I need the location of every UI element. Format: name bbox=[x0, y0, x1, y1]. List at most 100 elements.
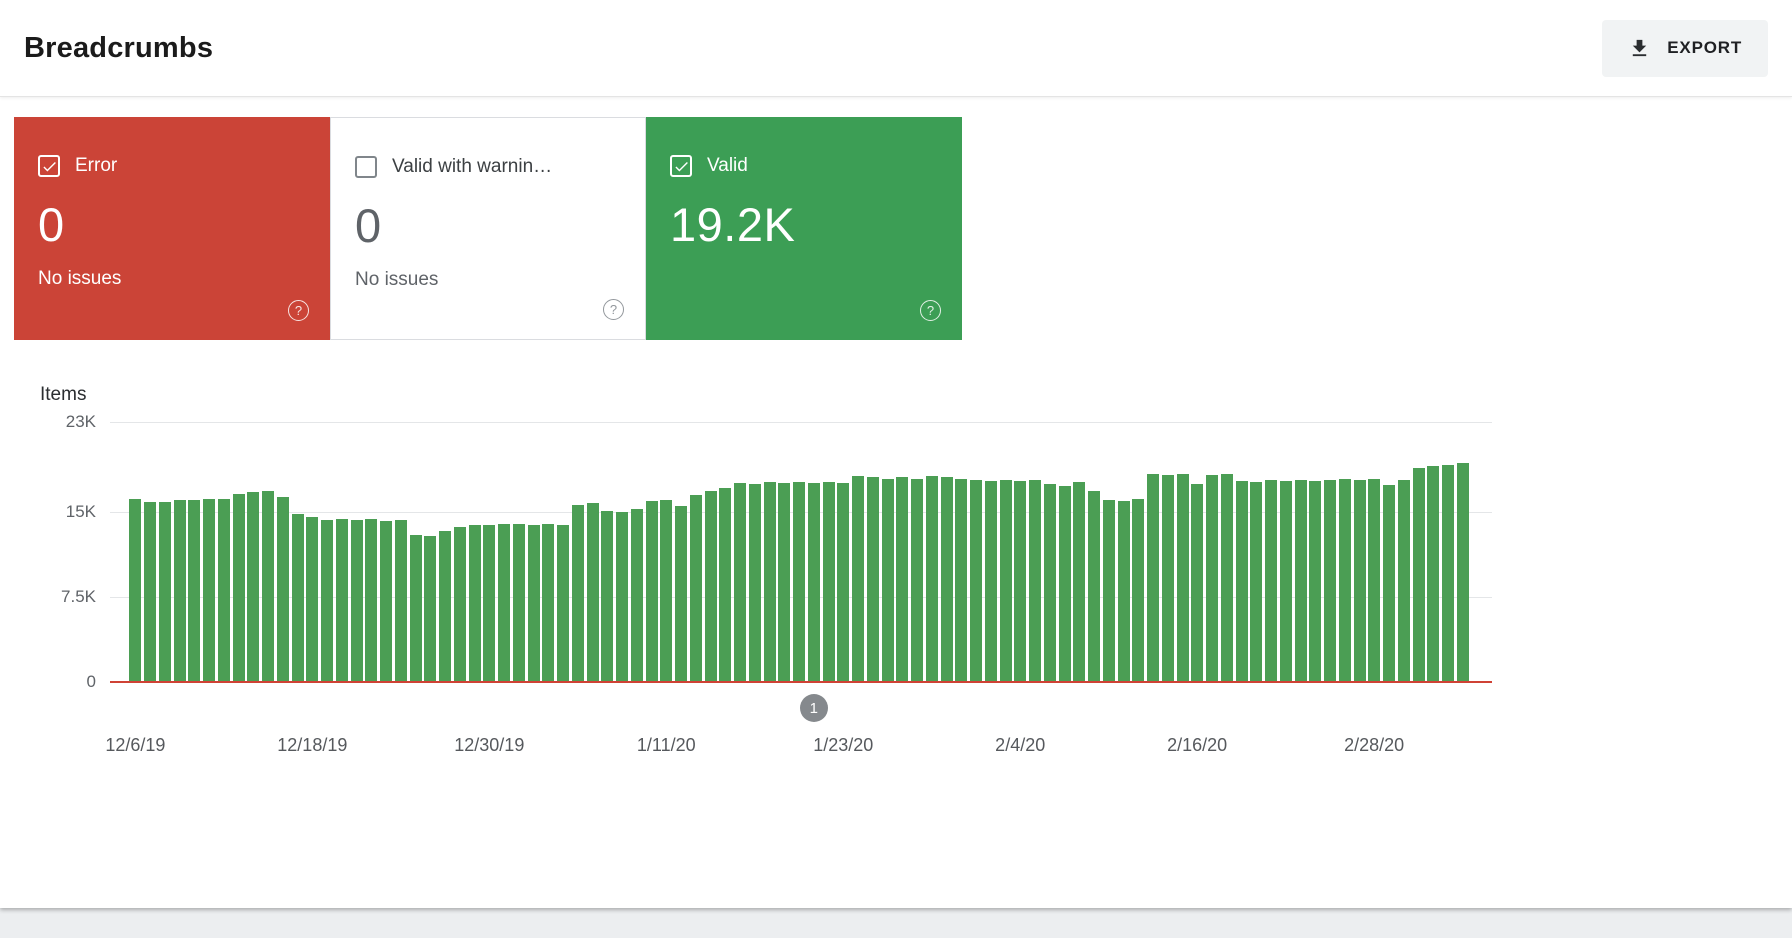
warnings-checkbox-unchecked-icon[interactable] bbox=[355, 156, 377, 178]
chart-bar[interactable] bbox=[1442, 464, 1455, 682]
chart-bar[interactable] bbox=[468, 524, 481, 682]
chart-bar[interactable] bbox=[276, 496, 289, 682]
chart-bar[interactable] bbox=[1191, 484, 1204, 682]
chart-bar[interactable] bbox=[424, 536, 437, 682]
export-button[interactable]: EXPORT bbox=[1602, 19, 1768, 77]
chart-bar[interactable] bbox=[999, 479, 1012, 682]
chart-bar[interactable] bbox=[1073, 481, 1086, 682]
valid-with-warnings-card[interactable]: Valid with warnin… 0 No issues ? bbox=[330, 117, 646, 340]
chart-bar[interactable] bbox=[1250, 481, 1263, 682]
chart-bar[interactable] bbox=[807, 483, 820, 682]
chart-bar[interactable] bbox=[763, 481, 776, 682]
chart-bar[interactable] bbox=[1397, 479, 1410, 682]
chart-bar[interactable] bbox=[689, 495, 702, 682]
error-checkbox-checked-icon[interactable] bbox=[38, 155, 60, 177]
chart-bar[interactable] bbox=[1383, 485, 1396, 682]
chart-bar[interactable] bbox=[911, 478, 924, 682]
chart-bar[interactable] bbox=[1368, 478, 1381, 682]
chart-bar[interactable] bbox=[247, 492, 260, 682]
chart-bar[interactable] bbox=[586, 503, 599, 682]
chart-bar[interactable] bbox=[453, 527, 466, 682]
chart-bar[interactable] bbox=[306, 516, 319, 682]
chart-bar[interactable] bbox=[394, 520, 407, 682]
chart-bar[interactable] bbox=[984, 480, 997, 682]
chart-bar[interactable] bbox=[542, 523, 555, 682]
chart-bar[interactable] bbox=[675, 505, 688, 682]
chart-bar[interactable] bbox=[1206, 475, 1219, 682]
chart-bar[interactable] bbox=[1088, 490, 1101, 682]
help-icon[interactable]: ? bbox=[603, 299, 624, 320]
chart-bar[interactable] bbox=[955, 478, 968, 682]
chart-bar[interactable] bbox=[866, 477, 879, 682]
chart-bar[interactable] bbox=[896, 477, 909, 682]
valid-checkbox-checked-icon[interactable] bbox=[670, 155, 692, 177]
chart-bar[interactable] bbox=[144, 502, 157, 682]
chart-bar[interactable] bbox=[1265, 479, 1278, 682]
chart-bar[interactable] bbox=[203, 498, 216, 682]
chart-bar[interactable] bbox=[350, 520, 363, 682]
chart-bar[interactable] bbox=[1161, 475, 1174, 682]
chart-bar[interactable] bbox=[630, 509, 643, 682]
chart-bar[interactable] bbox=[660, 500, 673, 682]
chart-bar[interactable] bbox=[1427, 466, 1440, 682]
chart-bar[interactable] bbox=[837, 483, 850, 682]
chart-bar[interactable] bbox=[335, 519, 348, 682]
chart-bar[interactable] bbox=[852, 476, 865, 682]
chart-bar[interactable] bbox=[1043, 484, 1056, 682]
chart-bar[interactable] bbox=[188, 500, 201, 682]
chart-bar[interactable] bbox=[719, 487, 732, 682]
chart-bar[interactable] bbox=[1279, 480, 1292, 682]
chart-bar[interactable] bbox=[1220, 474, 1233, 682]
annotation-marker[interactable]: 1 bbox=[799, 694, 828, 722]
chart-bar[interactable] bbox=[1412, 468, 1425, 682]
chart-bar[interactable] bbox=[1338, 478, 1351, 682]
help-icon[interactable]: ? bbox=[288, 300, 309, 321]
chart-bar[interactable] bbox=[1294, 479, 1307, 682]
chart-bar[interactable] bbox=[1058, 486, 1071, 682]
chart-bar[interactable] bbox=[291, 513, 304, 682]
chart-bar[interactable] bbox=[1235, 480, 1248, 682]
chart-bar[interactable] bbox=[321, 520, 334, 682]
help-icon[interactable]: ? bbox=[920, 300, 941, 321]
chart-bar[interactable] bbox=[940, 477, 953, 682]
chart-bar[interactable] bbox=[439, 530, 452, 682]
chart-bar[interactable] bbox=[527, 524, 540, 682]
chart-bar[interactable] bbox=[1029, 479, 1042, 682]
chart-bar[interactable] bbox=[1132, 498, 1145, 682]
chart-bar[interactable] bbox=[571, 504, 584, 682]
chart-bar[interactable] bbox=[232, 494, 245, 682]
chart-bar[interactable] bbox=[778, 483, 791, 682]
chart-bar[interactable] bbox=[1014, 480, 1027, 682]
chart-bar[interactable] bbox=[1324, 479, 1337, 682]
chart-bar[interactable] bbox=[1102, 500, 1115, 682]
chart-bar[interactable] bbox=[158, 501, 171, 682]
chart-bar[interactable] bbox=[483, 524, 496, 682]
chart-bar[interactable] bbox=[645, 501, 658, 682]
chart-bar[interactable] bbox=[1176, 474, 1189, 682]
chart-bar[interactable] bbox=[704, 490, 717, 682]
chart-bar[interactable] bbox=[734, 483, 747, 682]
chart-bar[interactable] bbox=[557, 524, 570, 682]
chart-bar[interactable] bbox=[1309, 480, 1322, 682]
chart-bar[interactable] bbox=[822, 481, 835, 682]
chart-bar[interactable] bbox=[380, 521, 393, 682]
chart-bar[interactable] bbox=[1147, 474, 1160, 682]
chart-bar[interactable] bbox=[262, 490, 275, 682]
chart-bar[interactable] bbox=[512, 523, 525, 682]
chart-bar[interactable] bbox=[1353, 479, 1366, 682]
chart-bar[interactable] bbox=[409, 535, 422, 682]
valid-card[interactable]: Valid 19.2K ? bbox=[646, 117, 962, 340]
chart-bar[interactable] bbox=[748, 484, 761, 682]
chart-bar[interactable] bbox=[616, 512, 629, 682]
chart-bar[interactable] bbox=[601, 511, 614, 682]
chart-bar[interactable] bbox=[793, 481, 806, 682]
chart-bar[interactable] bbox=[881, 478, 894, 682]
chart-bar[interactable] bbox=[365, 519, 378, 682]
chart-bar[interactable] bbox=[925, 476, 938, 682]
chart-bar[interactable] bbox=[217, 498, 230, 682]
chart-bar[interactable] bbox=[1117, 501, 1130, 682]
chart-bar[interactable] bbox=[970, 479, 983, 682]
chart-bar[interactable] bbox=[173, 500, 186, 682]
chart-bar[interactable] bbox=[498, 524, 511, 682]
error-card[interactable]: Error 0 No issues ? bbox=[14, 117, 330, 340]
